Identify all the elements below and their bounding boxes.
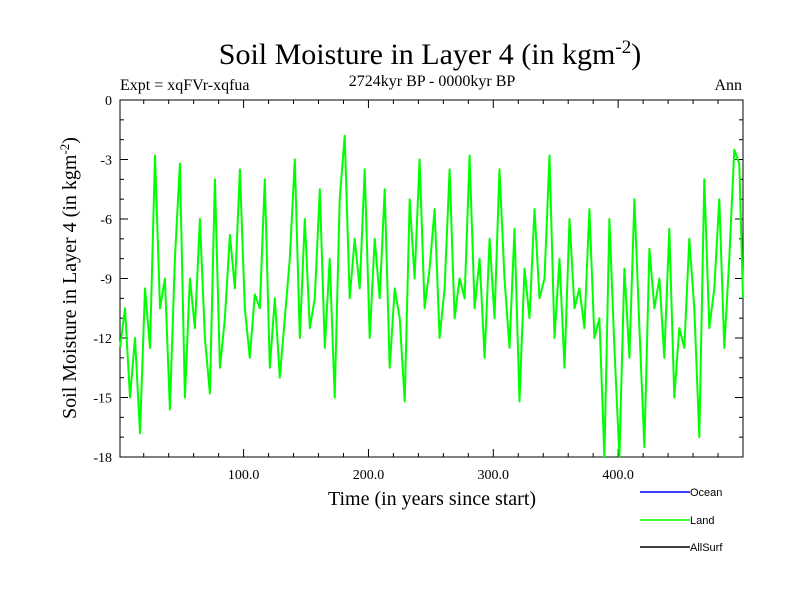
legend: Ocean Land AllSurf: [640, 487, 723, 554]
y-tick-label: 0: [105, 94, 112, 109]
legend-label-allsurf: AllSurf: [690, 542, 723, 554]
y-axis-label: Soil Moisture in Layer 4 (in kgm-2): [57, 137, 81, 419]
y-tick-label: -15: [93, 392, 112, 407]
series-layer: [119, 134, 744, 458]
x-tick-label: 400.0: [602, 468, 634, 483]
chart-title: Soil Moisture in Layer 4 (in kgm-2): [219, 37, 641, 71]
x-tick-label: 200.0: [353, 468, 385, 483]
legend-label-ocean: Ocean: [690, 487, 722, 499]
series-line-land: [119, 134, 744, 458]
experiment-label: Expt = xqFVr-xqfua: [120, 77, 250, 94]
x-axis-label: Time (in years since start): [328, 488, 536, 510]
y-axis: 0 -3 -6 -9 -12 -15 -18: [93, 94, 743, 466]
y-tick-label: -18: [93, 451, 112, 466]
y-tick-label: -6: [100, 213, 112, 228]
y-tick-label: -9: [100, 273, 112, 288]
chart-subtitle: 2724kyr BP - 0000kyr BP: [349, 73, 516, 90]
y-tick-label: -12: [93, 332, 112, 347]
season-label: Ann: [714, 77, 742, 94]
y-tick-label: -3: [100, 154, 112, 169]
legend-label-land: Land: [690, 515, 714, 527]
x-axis: 100.0 200.0 300.0 400.0: [143, 100, 719, 483]
x-tick-label: 100.0: [228, 468, 260, 483]
x-tick-label: 300.0: [478, 468, 510, 483]
